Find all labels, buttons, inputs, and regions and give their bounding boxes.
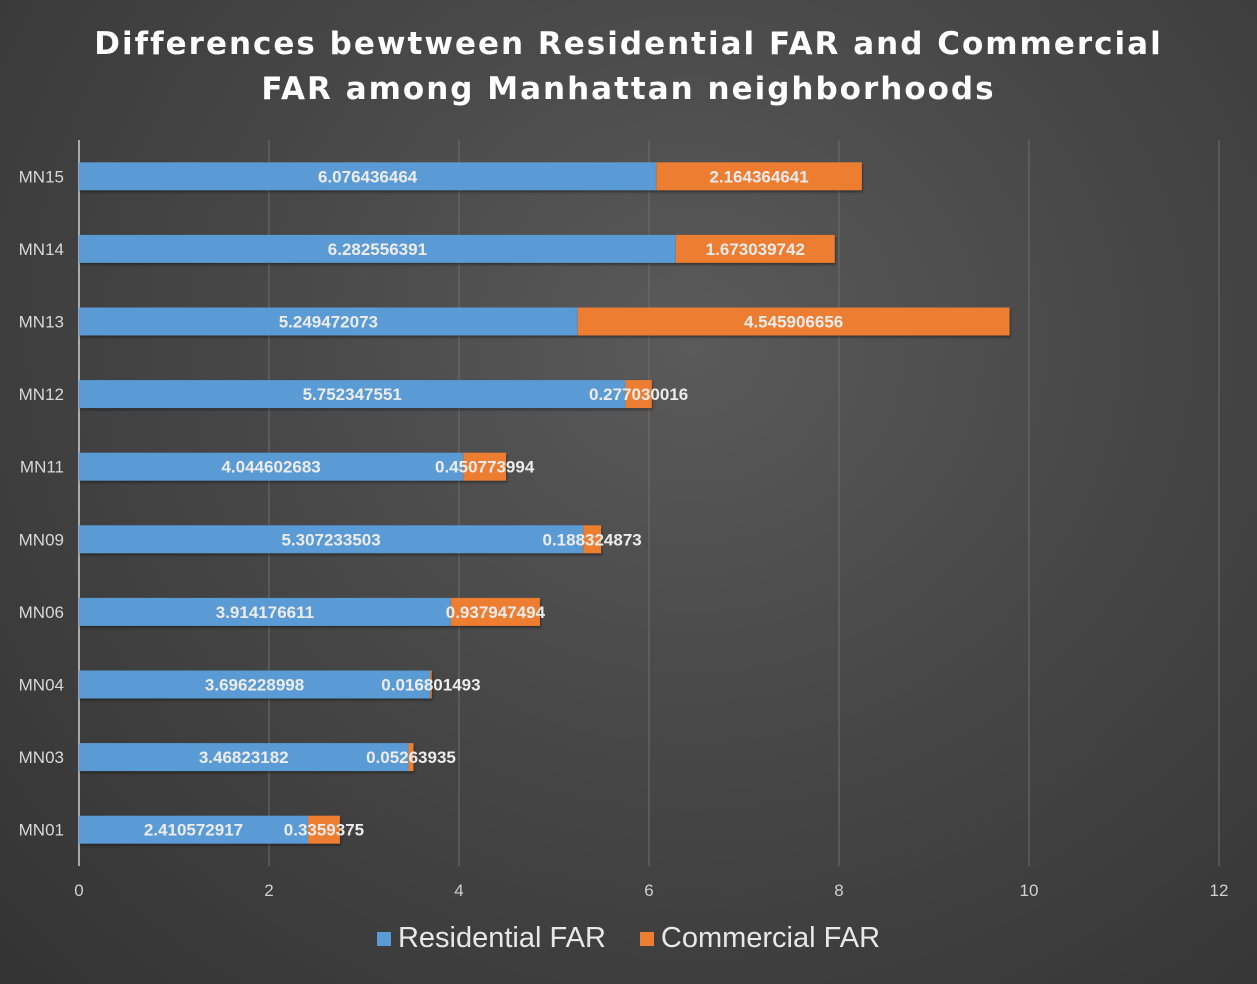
data-label-residential-MN04: 3.696228998 bbox=[205, 676, 304, 695]
x-tick-label-8: 8 bbox=[834, 881, 843, 900]
data-label-residential-MN03: 3.46823182 bbox=[199, 748, 289, 767]
bar-residential-MN09 bbox=[79, 525, 584, 554]
x-tick-label-4: 4 bbox=[454, 881, 463, 900]
y-tick-label-MN11: MN11 bbox=[20, 458, 64, 477]
y-tick-label-MN15: MN15 bbox=[19, 167, 64, 186]
y-tick-label-MN01: MN01 bbox=[19, 821, 64, 840]
bar-residential-MN01 bbox=[79, 815, 309, 844]
data-label-residential-MN15: 6.076436464 bbox=[318, 167, 418, 186]
legend: Residential FAR Commercial FAR bbox=[0, 922, 1257, 955]
data-label-residential-MN13: 5.249472073 bbox=[279, 313, 378, 332]
y-tick-label-MN09: MN09 bbox=[19, 530, 64, 549]
bar-residential-MN03 bbox=[79, 743, 409, 772]
y-tick-label-MN04: MN04 bbox=[19, 676, 64, 695]
data-label-commercial-MN09: 0.188324873 bbox=[542, 530, 641, 549]
y-tick-label-MN12: MN12 bbox=[19, 385, 64, 404]
legend-label-commercial: Commercial FAR bbox=[660, 922, 881, 954]
bar-commercial-MN03 bbox=[408, 743, 414, 772]
y-tick-label-MN06: MN06 bbox=[19, 603, 64, 622]
bar-residential-MN13 bbox=[79, 307, 578, 336]
y-tick-label-MN03: MN03 bbox=[19, 748, 64, 767]
chart-title-line-2: FAR among Manhattan neighborhoods bbox=[261, 71, 996, 107]
bars bbox=[79, 162, 1010, 844]
bar-residential-MN14 bbox=[79, 234, 676, 263]
data-label-commercial-MN14: 1.673039742 bbox=[706, 240, 805, 259]
bar-commercial-MN04 bbox=[430, 670, 432, 699]
bar-commercial-MN15 bbox=[656, 162, 862, 191]
bar-commercial-MN13 bbox=[577, 307, 1010, 336]
data-label-commercial-MN11: 0.450773994 bbox=[435, 458, 535, 477]
bar-residential-MN04 bbox=[79, 670, 431, 699]
chart-title: Differences bewtween Residential FAR and… bbox=[0, 22, 1257, 112]
data-label-residential-MN12: 5.752347551 bbox=[303, 385, 402, 404]
data-label-residential-MN14: 6.282556391 bbox=[328, 240, 427, 259]
bar-commercial-MN12 bbox=[625, 380, 652, 409]
x-tick-label-2: 2 bbox=[264, 881, 273, 900]
y-tick-label-MN14: MN14 bbox=[19, 240, 64, 259]
data-label-commercial-MN04: 0.016801493 bbox=[381, 676, 480, 695]
x-tick-label-10: 10 bbox=[1020, 881, 1039, 900]
data-label-commercial-MN06: 0.937947494 bbox=[446, 603, 546, 622]
bar-residential-MN06 bbox=[79, 597, 451, 626]
bar-commercial-MN01 bbox=[308, 815, 340, 844]
data-label-residential-MN06: 3.914176611 bbox=[216, 603, 314, 622]
data-label-residential-MN11: 4.044602683 bbox=[221, 458, 320, 477]
chart-title-line-1: Differences bewtween Residential FAR and… bbox=[94, 26, 1163, 62]
legend-swatch-commercial bbox=[639, 931, 654, 946]
bar-residential-MN12 bbox=[79, 380, 626, 409]
data-labels: 2.410572917 0.3359375 3.46823182 0.05263935… bbox=[144, 167, 843, 839]
legend-label-residential: Residential FAR bbox=[397, 922, 606, 954]
bar-commercial-MN09 bbox=[583, 525, 602, 554]
data-label-commercial-MN03: 0.05263935 bbox=[366, 748, 456, 767]
tick-labels: 0 2 4 6 8 10 12 MN01 MN03 MN04 MN06 MN09 MN11 MN12 MN1… bbox=[19, 167, 1229, 900]
legend-swatch-residential bbox=[376, 931, 391, 946]
bar-commercial-MN11 bbox=[463, 452, 507, 481]
x-tick-label-6: 6 bbox=[644, 881, 653, 900]
x-tick-label-0: 0 bbox=[74, 881, 83, 900]
legend-item-residential[interactable]: Residential FAR bbox=[376, 922, 606, 955]
data-label-commercial-MN01: 0.3359375 bbox=[284, 821, 364, 840]
data-label-residential-MN01: 2.410572917 bbox=[144, 821, 243, 840]
bar-residential-MN15 bbox=[79, 162, 657, 191]
data-label-commercial-MN13: 4.545906656 bbox=[744, 313, 843, 332]
data-label-residential-MN09: 5.307233503 bbox=[281, 530, 380, 549]
data-label-commercial-MN12: 0.277030016 bbox=[589, 385, 688, 404]
data-label-commercial-MN15: 2.164364641 bbox=[709, 167, 808, 186]
bar-commercial-MN14 bbox=[675, 234, 835, 263]
legend-item-commercial[interactable]: Commercial FAR bbox=[639, 922, 881, 955]
bar-residential-MN11 bbox=[79, 452, 464, 481]
y-tick-label-MN13: MN13 bbox=[19, 313, 64, 332]
x-tick-label-12: 12 bbox=[1210, 881, 1229, 900]
bar-commercial-MN06 bbox=[450, 597, 540, 626]
